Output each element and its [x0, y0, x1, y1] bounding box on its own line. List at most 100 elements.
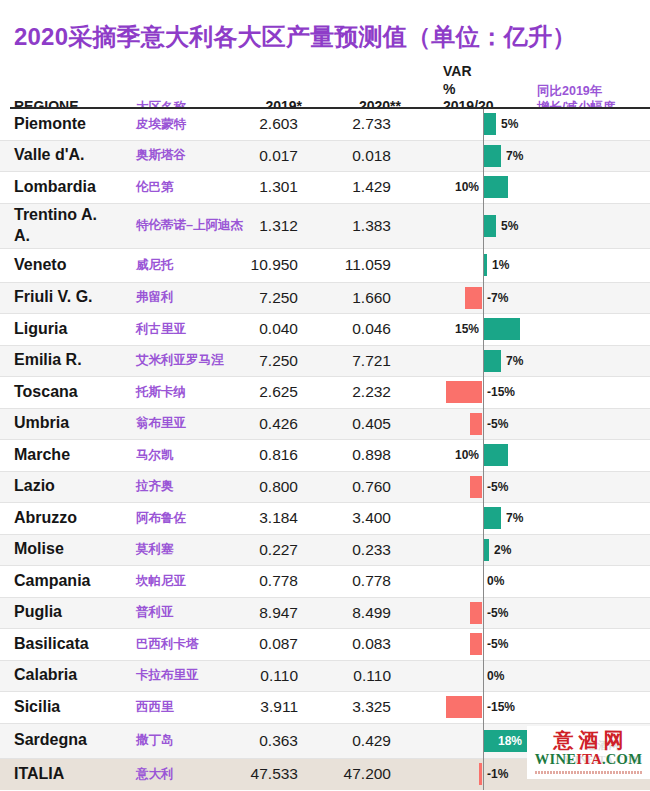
region-name-cn: 特伦蒂诺–上阿迪杰 — [136, 217, 246, 234]
table-row: Lombardia 伦巴第 1.301 1.429 10% — [0, 172, 650, 204]
value-2020: 0.083 — [308, 635, 403, 653]
region-name: Lombardia — [14, 177, 114, 198]
var-label: -15% — [487, 385, 515, 399]
value-2020: 0.760 — [308, 478, 403, 496]
var-label: 0% — [487, 574, 504, 588]
table-row: Valle d'A. 奥斯塔谷 0.017 0.018 7% — [0, 141, 650, 173]
region-name: Marche — [14, 445, 114, 466]
value-2019: 0.040 — [246, 320, 308, 338]
region-name: Umbria — [14, 413, 114, 434]
value-2019: 7.250 — [246, 289, 308, 307]
region-name: Lazio — [14, 476, 114, 497]
value-2019: 7.250 — [246, 352, 308, 370]
var-bar — [484, 145, 501, 167]
table-row: Friuli V. G. 弗留利 7.250 1.660 -7% — [0, 283, 650, 315]
table-row: Umbria 翁布里亚 0.426 0.405 -5% — [0, 409, 650, 441]
value-2020: 1.429 — [308, 178, 403, 196]
region-name: Abruzzo — [14, 508, 114, 529]
region-name-cn: 威尼托 — [136, 257, 246, 274]
region-name-cn: 撒丁岛 — [136, 732, 246, 749]
var-left-label: 10% — [403, 448, 479, 462]
table-row: Lazio 拉齐奥 0.800 0.760 -5% — [0, 472, 650, 504]
var-left-label: 10% — [403, 180, 479, 194]
region-name-cn: 弗留利 — [136, 289, 246, 306]
value-2019: 2.603 — [246, 115, 308, 133]
var-label: -15% — [487, 700, 515, 714]
region-name-cn: 莫利塞 — [136, 541, 246, 558]
value-2020: 0.778 — [308, 572, 403, 590]
value-2019: 1.312 — [246, 217, 308, 235]
var-label: 7% — [506, 511, 523, 525]
table-row: Trentino A. A. 特伦蒂诺–上阿迪杰 1.312 1.383 5% — [0, 204, 650, 249]
var-bar: 18% — [484, 730, 527, 752]
region-name: Friuli V. G. — [14, 287, 114, 308]
value-2020: 1.660 — [308, 289, 403, 307]
table-row: Piemonte 皮埃蒙特 2.603 2.733 5% — [0, 109, 650, 141]
value-2020: 0.110 — [308, 667, 403, 685]
table-row: Toscana 托斯卡纳 2.625 2.232 -15% — [0, 377, 650, 409]
value-2019: 0.363 — [246, 732, 308, 750]
region-name: ITALIA — [14, 764, 114, 785]
var-label: -1% — [487, 767, 508, 781]
region-name-cn: 巴西利卡塔 — [136, 636, 246, 653]
value-2020: 0.898 — [308, 446, 403, 464]
region-name-cn: 奥斯塔谷 — [136, 147, 246, 164]
value-2019: 0.017 — [246, 147, 308, 165]
region-name-cn: 拉齐奥 — [136, 478, 246, 495]
value-2020: 0.233 — [308, 541, 403, 559]
region-name: Piemonte — [14, 114, 114, 135]
region-name-cn: 马尔凯 — [136, 447, 246, 464]
region-name: Valle d'A. — [14, 145, 114, 166]
var-label: -5% — [487, 480, 508, 494]
table-row: Calabria 卡拉布里亚 0.110 0.110 0% — [0, 661, 650, 693]
region-name-cn: 意大利 — [136, 766, 246, 783]
table-row: Abruzzo 阿布鲁佐 3.184 3.400 7% — [0, 503, 650, 535]
region-name: Sicilia — [14, 697, 114, 718]
wineita-logo-cn: 意酒网 — [527, 729, 650, 751]
region-name-cn: 阿布鲁佐 — [136, 510, 246, 527]
region-name: Puglia — [14, 602, 114, 623]
var-bar — [470, 633, 482, 655]
wineita-logo-site: WINEITA.COM — [527, 751, 650, 768]
value-2020: 2.232 — [308, 383, 403, 401]
region-name: Calabria — [14, 665, 114, 686]
var-label: 1% — [492, 258, 509, 272]
var-label: 7% — [506, 149, 523, 163]
var-bar — [479, 763, 482, 785]
page-title: 2020采摘季意大利各大区产量预测值（单位：亿升） — [14, 21, 576, 53]
var-bar — [484, 350, 501, 372]
table-row: Marche 马尔凯 0.816 0.898 10% — [0, 440, 650, 472]
value-2019: 0.087 — [246, 635, 308, 653]
var-label: -5% — [487, 637, 508, 651]
value-2019: 0.778 — [246, 572, 308, 590]
table-header: REGIONE 大区名称 2019* 2020** VAR % 2019/20 … — [0, 63, 650, 107]
wineita-tagline — [535, 771, 642, 774]
region-name: Molise — [14, 539, 114, 560]
var-bar — [484, 176, 508, 198]
value-2020: 3.400 — [308, 509, 403, 527]
var-bar — [470, 476, 482, 498]
value-2019: 3.911 — [246, 698, 308, 716]
var-bar — [484, 507, 501, 529]
wineita-logo-site-com: .COM — [602, 751, 642, 767]
region-name-cn: 皮埃蒙特 — [136, 116, 246, 133]
var-left-label: 15% — [403, 322, 479, 336]
production-forecast-table: 2020采摘季意大利各大区产量预测值（单位：亿升） REGIONE 大区名称 2… — [0, 0, 650, 791]
table-row: Liguria 利古里亚 0.040 0.046 15% — [0, 314, 650, 346]
col-header-delta-line1: 同比2019年 — [537, 84, 650, 100]
region-name: Veneto — [14, 255, 114, 276]
var-bar — [484, 254, 487, 276]
var-label: -5% — [487, 606, 508, 620]
table-row: Emilia R. 艾米利亚罗马涅 7.250 7.721 7% — [0, 346, 650, 378]
value-2019: 10.950 — [246, 256, 308, 274]
value-2020: 7.721 — [308, 352, 403, 370]
region-name-cn: 艾米利亚罗马涅 — [136, 352, 246, 369]
value-2020: 0.018 — [308, 147, 403, 165]
wineita-logo-site-ita: ITA — [576, 751, 602, 767]
region-name-cn: 坎帕尼亚 — [136, 573, 246, 590]
value-2020: 0.405 — [308, 415, 403, 433]
table-row: Molise 莫利塞 0.227 0.233 2% — [0, 535, 650, 567]
var-bar — [465, 287, 482, 309]
value-2019: 0.800 — [246, 478, 308, 496]
region-name: Campania — [14, 571, 114, 592]
